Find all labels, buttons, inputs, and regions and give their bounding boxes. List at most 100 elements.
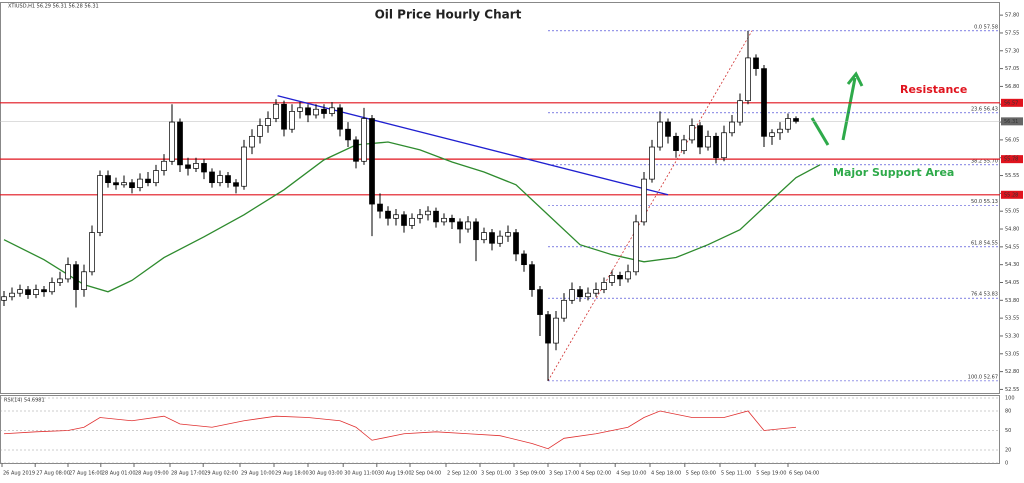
candle-body: [265, 118, 271, 126]
fib-label: 61.8 54.55: [971, 240, 998, 246]
y-tick-label: 57.05: [1005, 66, 1019, 72]
x-tick-label: 5 Sep 11:00: [721, 471, 751, 477]
candle-body: [393, 214, 399, 219]
candle-body: [329, 107, 335, 114]
y-tick-label: 55.05: [1005, 209, 1019, 215]
x-tick-label: 4 Sep 18:00: [651, 471, 681, 477]
candle-body: [425, 210, 431, 216]
candle-body: [361, 118, 367, 162]
y-tick-label: 54.05: [1005, 280, 1019, 286]
candle-body: [489, 232, 495, 244]
candle-body: [481, 232, 487, 241]
candle-body: [161, 160, 167, 171]
fib-label: 50.0 55.13: [971, 199, 998, 205]
fib-label: 100.0 52.67: [968, 374, 998, 380]
candle-body: [537, 289, 543, 315]
candle-body: [153, 170, 159, 184]
level-tag: [1001, 98, 1023, 107]
down-arrow: [810, 117, 830, 146]
candle-body: [713, 135, 719, 159]
candle-body: [273, 103, 279, 119]
x-tick-label: 4 Sep 02:00: [581, 471, 611, 477]
candle-body: [97, 175, 103, 233]
candle-body: [169, 121, 175, 162]
candle-body: [353, 139, 359, 162]
rsi-line: [3, 410, 797, 450]
rsi-frame: [0, 395, 1000, 464]
candle-body: [25, 289, 31, 295]
candle-body: [177, 121, 183, 166]
y-tick-label: 53.30: [1005, 333, 1019, 339]
level-tag: [1001, 155, 1023, 164]
y-tick-label: 53.55: [1005, 316, 1019, 322]
candle-body: [793, 118, 799, 122]
candle-body: [1, 296, 7, 301]
candle-body: [377, 203, 383, 212]
candle-body: [561, 299, 567, 319]
x-tick-label: 26 Aug 2019: [3, 471, 35, 477]
candle-body: [729, 121, 735, 134]
y-tick-label: 53.05: [1005, 351, 1019, 357]
candle-body: [529, 264, 535, 290]
rsi-tick-label: 0: [1005, 461, 1008, 467]
candle-body: [297, 107, 303, 112]
candle-body: [593, 289, 599, 294]
candle-body: [121, 182, 127, 186]
candle-body: [609, 275, 615, 283]
current-tag: [1001, 117, 1023, 126]
candle-body: [257, 125, 263, 137]
candle-body: [417, 214, 423, 219]
candle-body: [305, 107, 311, 116]
y-tick-label: 53.80: [1005, 298, 1019, 304]
candle-body: [281, 103, 287, 130]
current-tag-label: 56.31: [1004, 119, 1018, 125]
candle-body: [41, 289, 47, 293]
candle-body: [577, 289, 583, 298]
candle-body: [105, 175, 111, 184]
candle-body: [737, 100, 743, 123]
candle-body: [689, 125, 695, 141]
y-tick-label: 54.80: [1005, 227, 1019, 233]
y-tick-label: 54.30: [1005, 262, 1019, 268]
candle-body: [457, 221, 463, 230]
candle-body: [233, 182, 239, 187]
x-tick-label: 28 Aug 17:00: [171, 471, 205, 477]
candle-body: [441, 217, 447, 223]
y-tick-label: 56.80: [1005, 84, 1019, 90]
rsi-tick-label: 100: [1005, 396, 1015, 402]
y-tick-label: 54.55: [1005, 244, 1019, 250]
candle-body: [633, 221, 639, 273]
candle-body: [337, 107, 343, 130]
candle-body: [777, 128, 783, 134]
fib-diagonal: [547, 30, 753, 382]
candle-body: [569, 289, 575, 301]
level-tag-label: 55.28: [1004, 192, 1018, 198]
candle-body: [521, 253, 527, 266]
candle-body: [673, 135, 679, 151]
fib-label: 0.0 57.58: [974, 24, 998, 30]
candle-body: [185, 164, 191, 169]
candle-body: [9, 292, 15, 298]
candle-body: [145, 178, 151, 184]
candle-body: [209, 171, 215, 184]
candle-body: [681, 139, 687, 151]
candle-body: [17, 289, 23, 294]
candle-body: [113, 182, 119, 186]
candle-body: [217, 175, 223, 184]
level-tag-label: 55.78: [1004, 157, 1018, 163]
candle-body: [129, 182, 135, 189]
candle-body: [641, 178, 647, 223]
y-tick-label: 52.80: [1005, 369, 1019, 375]
symbol-info: XTIUSD,H1 56.29 56.31 56.28 56.31: [8, 4, 99, 10]
candle-body: [249, 135, 255, 148]
x-tick-label: 2 Sep 04:00: [411, 471, 441, 477]
rsi-tick-label: 20: [1005, 448, 1011, 454]
x-tick-label: 30 Aug 03:00: [309, 471, 343, 477]
x-tick-label: 2 Sep 12:00: [447, 471, 477, 477]
candle-body: [721, 132, 727, 159]
fib-label: 38.2 55.70: [971, 158, 998, 164]
candle-body: [625, 271, 631, 280]
candle-body: [761, 68, 767, 137]
